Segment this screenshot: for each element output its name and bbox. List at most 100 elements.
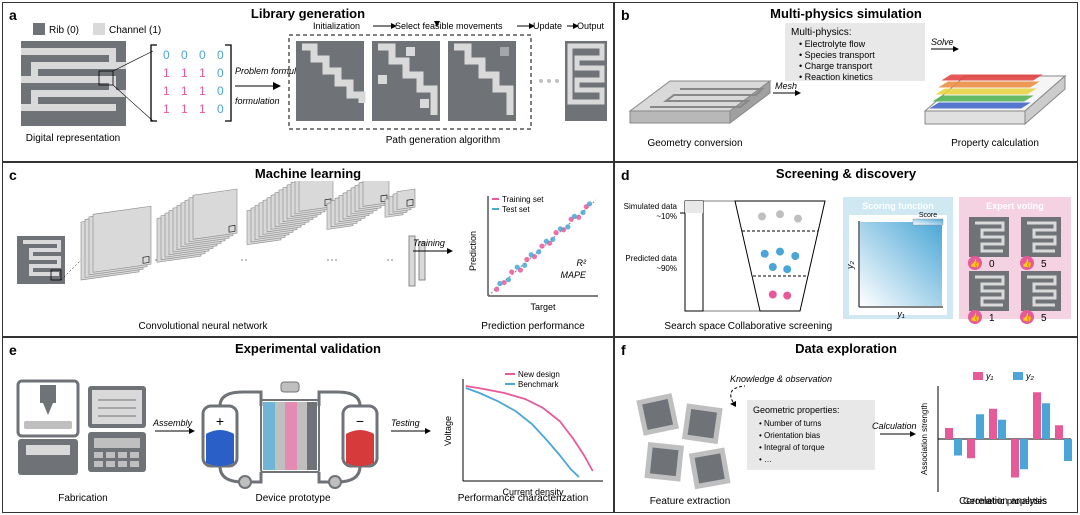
svg-text:5: 5 (1041, 313, 1047, 324)
svg-text:Property calculation: Property calculation (951, 138, 1039, 149)
svg-text:Voltage: Voltage (443, 416, 453, 446)
svg-text:👍: 👍 (970, 312, 980, 322)
svg-text:Fabrication: Fabrication (58, 493, 107, 504)
panel-c-label: c (9, 167, 17, 183)
svg-text:Collaborative screening: Collaborative screening (728, 321, 833, 332)
svg-text:• Electrolyte flow: • Electrolyte flow (799, 39, 866, 49)
panel-a-label: a (9, 7, 17, 23)
svg-text:• Reaction kinetics: • Reaction kinetics (799, 72, 873, 82)
svg-text:formulation: formulation (235, 96, 280, 106)
svg-text:Performance characterization: Performance characterization (458, 493, 589, 504)
svg-text:Calculation: Calculation (872, 421, 917, 431)
svg-text:y₂: y₂ (1025, 371, 1035, 381)
svg-text:1: 1 (181, 102, 188, 116)
panel-e: e Experimental validation (2, 337, 614, 513)
svg-text:0: 0 (181, 48, 188, 62)
svg-text:Mesh: Mesh (775, 81, 797, 91)
legend-channel: Channel (1) (109, 25, 161, 36)
svg-text:1: 1 (181, 84, 188, 98)
svg-text:MAPE: MAPE (560, 270, 587, 280)
panel-e-title: Experimental validation (3, 341, 613, 356)
svg-text:0: 0 (989, 259, 995, 270)
panel-a-figure: Rib (0) Channel (1) Digital representati… (3, 21, 613, 161)
svg-text:Device prototype: Device prototype (255, 493, 330, 504)
panel-d-title: Screening & discovery (615, 166, 1077, 181)
panel-e-label: e (9, 342, 17, 358)
svg-text:0: 0 (163, 48, 170, 62)
panel-d-figure: Simulated data ~10% Predicted data ~90% … (615, 181, 1077, 336)
panel-c: c Machine learning Convolutional neural … (2, 162, 614, 337)
panel-d-label: d (621, 167, 630, 183)
panel-c-figure: Convolutional neural network Training Ta… (3, 181, 613, 336)
svg-text:Correlation analysis: Correlation analysis (959, 496, 1047, 507)
svg-text:Score: Score (919, 212, 937, 219)
svg-text:Expert voting: Expert voting (986, 201, 1044, 211)
svg-text:Benchmark: Benchmark (518, 380, 559, 389)
svg-text:0: 0 (199, 48, 206, 62)
svg-text:Path generation algorithm: Path generation algorithm (386, 135, 501, 146)
svg-text:• Orientation bias: • Orientation bias (759, 431, 820, 440)
svg-text:New design: New design (518, 370, 560, 379)
svg-text:5: 5 (1041, 259, 1047, 270)
svg-text:Simulated data: Simulated data (624, 202, 678, 211)
panel-f: f Data exploration Feature extraction Kn… (614, 337, 1078, 513)
svg-text:y₁: y₁ (896, 309, 905, 319)
svg-text:1: 1 (199, 84, 206, 98)
panel-a-title: Library generation (3, 6, 613, 21)
svg-text:+: + (216, 413, 224, 429)
svg-text:• …: • … (759, 455, 772, 464)
panel-b-title: Multi-physics simulation (615, 6, 1077, 21)
svg-text:Digital representation: Digital representation (26, 133, 121, 144)
panel-d: d Screening & discovery Simulated data ~… (614, 162, 1078, 337)
panel-b: b Multi-physics simulation Multi-physics… (614, 2, 1078, 162)
svg-text:Association strength: Association strength (920, 403, 929, 475)
panel-b-label: b (621, 7, 630, 23)
svg-text:Scoring function: Scoring function (862, 201, 934, 211)
svg-text:0: 0 (217, 102, 224, 116)
svg-text:Select feasible movements: Select feasible movements (395, 21, 503, 31)
svg-text:R²: R² (577, 258, 587, 268)
legend-rib: Rib (0) (49, 25, 79, 36)
svg-text:Convolutional neural network: Convolutional neural network (139, 321, 269, 332)
svg-text:• Integral of torque: • Integral of torque (759, 443, 825, 452)
svg-text:Geometry conversion: Geometry conversion (647, 138, 742, 149)
svg-text:Predicted data: Predicted data (625, 254, 677, 263)
svg-text:Training: Training (413, 238, 445, 248)
svg-text:Output: Output (577, 21, 605, 31)
svg-text:Testing: Testing (391, 418, 420, 428)
panel-c-title: Machine learning (3, 166, 613, 181)
svg-text:Solve: Solve (931, 37, 954, 47)
svg-text:1: 1 (163, 66, 170, 80)
svg-text:Knowledge & observation: Knowledge & observation (730, 374, 832, 384)
svg-text:Geometric properties:: Geometric properties: (753, 405, 840, 415)
svg-text:👍: 👍 (1022, 312, 1032, 322)
svg-text:y₂: y₂ (845, 260, 855, 270)
svg-text:👍: 👍 (970, 258, 980, 268)
svg-text:Prediction: Prediction (468, 231, 478, 271)
svg-text:Feature extraction: Feature extraction (650, 496, 731, 507)
svg-text:Training set: Training set (502, 195, 544, 204)
svg-text:Search space: Search space (664, 321, 726, 332)
panel-b-figure: Multi-physics: • Electrolyte flow • Spec… (615, 21, 1077, 161)
svg-text:1: 1 (181, 66, 188, 80)
svg-text:0: 0 (217, 48, 224, 62)
panel-f-label: f (621, 342, 626, 358)
svg-text:~90%: ~90% (656, 264, 677, 273)
panel-a: a Library generation Rib (0) Channel (1)… (2, 2, 614, 162)
svg-text:0: 0 (217, 66, 224, 80)
svg-text:• Number of turns: • Number of turns (759, 419, 821, 428)
panel-e-figure: Fabrication Assembly + − (3, 356, 613, 512)
svg-text:• Species transport: • Species transport (799, 50, 875, 60)
svg-text:Prediction performance: Prediction performance (481, 321, 585, 332)
svg-text:1: 1 (163, 84, 170, 98)
svg-text:Update: Update (533, 21, 562, 31)
panel-f-title: Data exploration (615, 341, 1077, 356)
svg-text:1: 1 (163, 102, 170, 116)
svg-text:1: 1 (199, 102, 206, 116)
svg-text:👍: 👍 (1022, 258, 1032, 268)
svg-text:1: 1 (199, 66, 206, 80)
svg-text:• Charge transport: • Charge transport (799, 61, 873, 71)
svg-text:y₁: y₁ (985, 371, 994, 381)
panel-f-figure: Feature extraction Knowledge & observati… (615, 356, 1077, 512)
svg-text:Test set: Test set (502, 205, 530, 214)
